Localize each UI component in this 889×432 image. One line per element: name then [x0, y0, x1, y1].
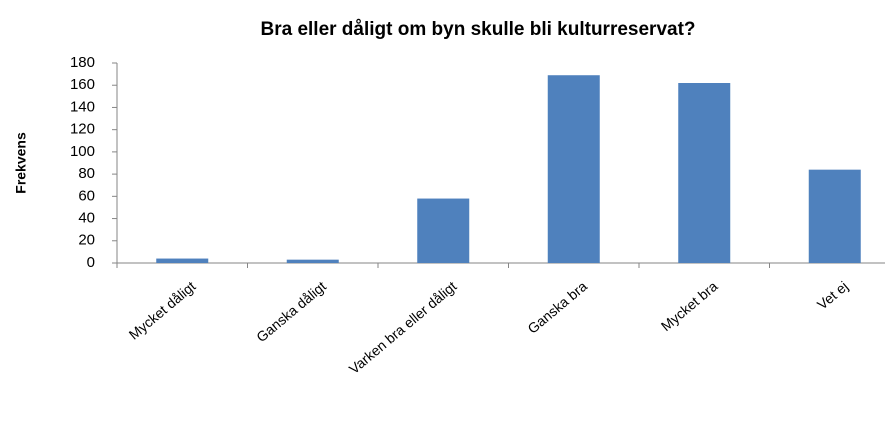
- chart-title: Bra eller dåligt om byn skulle bli kultu…: [260, 19, 695, 40]
- bar: [286, 259, 339, 263]
- x-tick-label: Mycket dåligt: [126, 278, 199, 343]
- x-tick-label: Ganska dåligt: [253, 278, 329, 345]
- y-tick-label: 140: [70, 98, 95, 115]
- y-tick-label: 20: [78, 232, 95, 249]
- y-tick-label: 120: [70, 121, 95, 138]
- bar: [417, 198, 470, 263]
- bar: [678, 83, 731, 263]
- x-tick-label: Ganska bra: [524, 278, 590, 337]
- y-tick-label: 100: [70, 143, 95, 160]
- x-tick-label: Vet ej: [814, 278, 851, 313]
- y-tick-label: 160: [70, 76, 95, 93]
- y-tick-label: 0: [87, 254, 95, 271]
- y-tick-label: 180: [70, 54, 95, 71]
- bar: [547, 75, 600, 263]
- x-tick-label: Mycket bra: [658, 278, 721, 334]
- y-tick-label: 60: [78, 187, 95, 204]
- y-axis-label: Frekvens: [13, 132, 29, 194]
- y-tick-label: 80: [78, 165, 95, 182]
- bar: [156, 258, 209, 263]
- x-tick-label: Varken bra eller dåligt: [346, 278, 460, 377]
- bar: [808, 169, 861, 263]
- y-tick-label: 40: [78, 210, 95, 227]
